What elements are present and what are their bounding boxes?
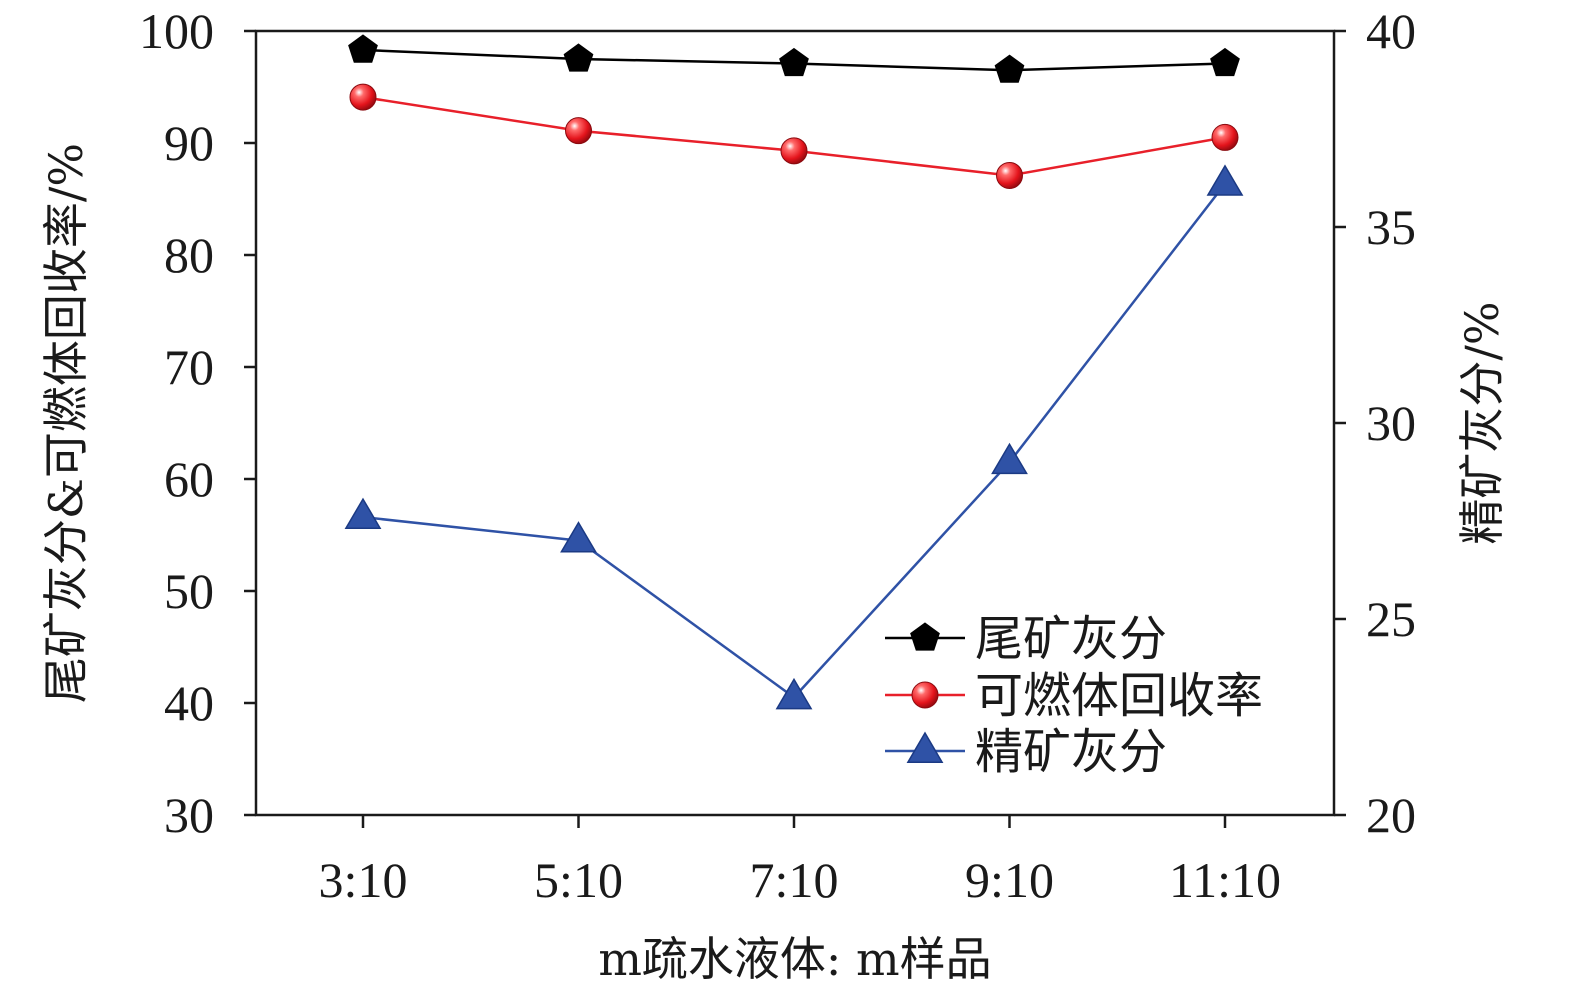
right-y-tick-label: 35 <box>1366 199 1416 255</box>
data-point <box>779 47 809 77</box>
legend-label: 尾矿灰分 <box>975 611 1167 667</box>
legend-label: 可燃体回收率 <box>975 668 1263 724</box>
right-y-axis: 20 25 30 35 40 <box>1334 3 1416 843</box>
data-point <box>996 161 1023 189</box>
data-point <box>565 117 592 145</box>
x-tick-label: 9:10 <box>965 852 1054 908</box>
data-point <box>563 43 594 72</box>
x-tick-label: 5:10 <box>534 852 623 908</box>
data-point <box>1210 47 1240 77</box>
data-point <box>1206 164 1244 196</box>
left-y-tick-label: 100 <box>139 3 214 59</box>
legend-marker <box>911 681 939 709</box>
left-y-axis-title: 尾矿灰分&可燃体回收率/% <box>39 143 93 703</box>
x-tick-label: 3:10 <box>319 852 408 908</box>
data-point <box>348 34 378 63</box>
x-tick-label: 7:10 <box>750 852 839 908</box>
x-axis-title: m疏水液体: m样品 <box>598 932 991 986</box>
data-point <box>991 442 1028 475</box>
left-y-tick-label: 80 <box>164 227 214 283</box>
left-y-tick-label: 40 <box>164 675 214 731</box>
left-y-tick-label: 30 <box>164 787 214 843</box>
x-tick-label: 11:10 <box>1169 852 1281 908</box>
left-y-axis: 30 40 50 60 70 80 90 100 <box>139 3 256 843</box>
x-axis: 3:10 5:10 7:10 9:10 11:10 <box>319 815 1281 908</box>
right-y-tick-label: 40 <box>1366 3 1416 59</box>
left-y-tick-label: 50 <box>164 563 214 619</box>
right-y-tick-label: 25 <box>1366 591 1416 647</box>
data-point <box>560 521 597 553</box>
left-y-tick-label: 70 <box>164 339 214 395</box>
data-point <box>349 83 377 111</box>
left-y-tick-label: 90 <box>164 115 214 171</box>
right-y-axis-title: 精矿灰分/% <box>1455 301 1509 544</box>
legend-marker <box>910 622 940 651</box>
right-y-tick-label: 30 <box>1366 395 1416 451</box>
legend-marker <box>906 731 944 763</box>
right-y-tick-label: 20 <box>1366 787 1416 843</box>
data-point <box>780 137 808 165</box>
data-point <box>1211 123 1239 151</box>
left-y-tick-label: 60 <box>164 451 214 507</box>
data-point <box>344 497 382 529</box>
legend-label: 精矿灰分 <box>975 724 1167 780</box>
series-lines <box>344 34 1244 710</box>
data-point <box>775 677 813 710</box>
data-point <box>994 54 1025 83</box>
